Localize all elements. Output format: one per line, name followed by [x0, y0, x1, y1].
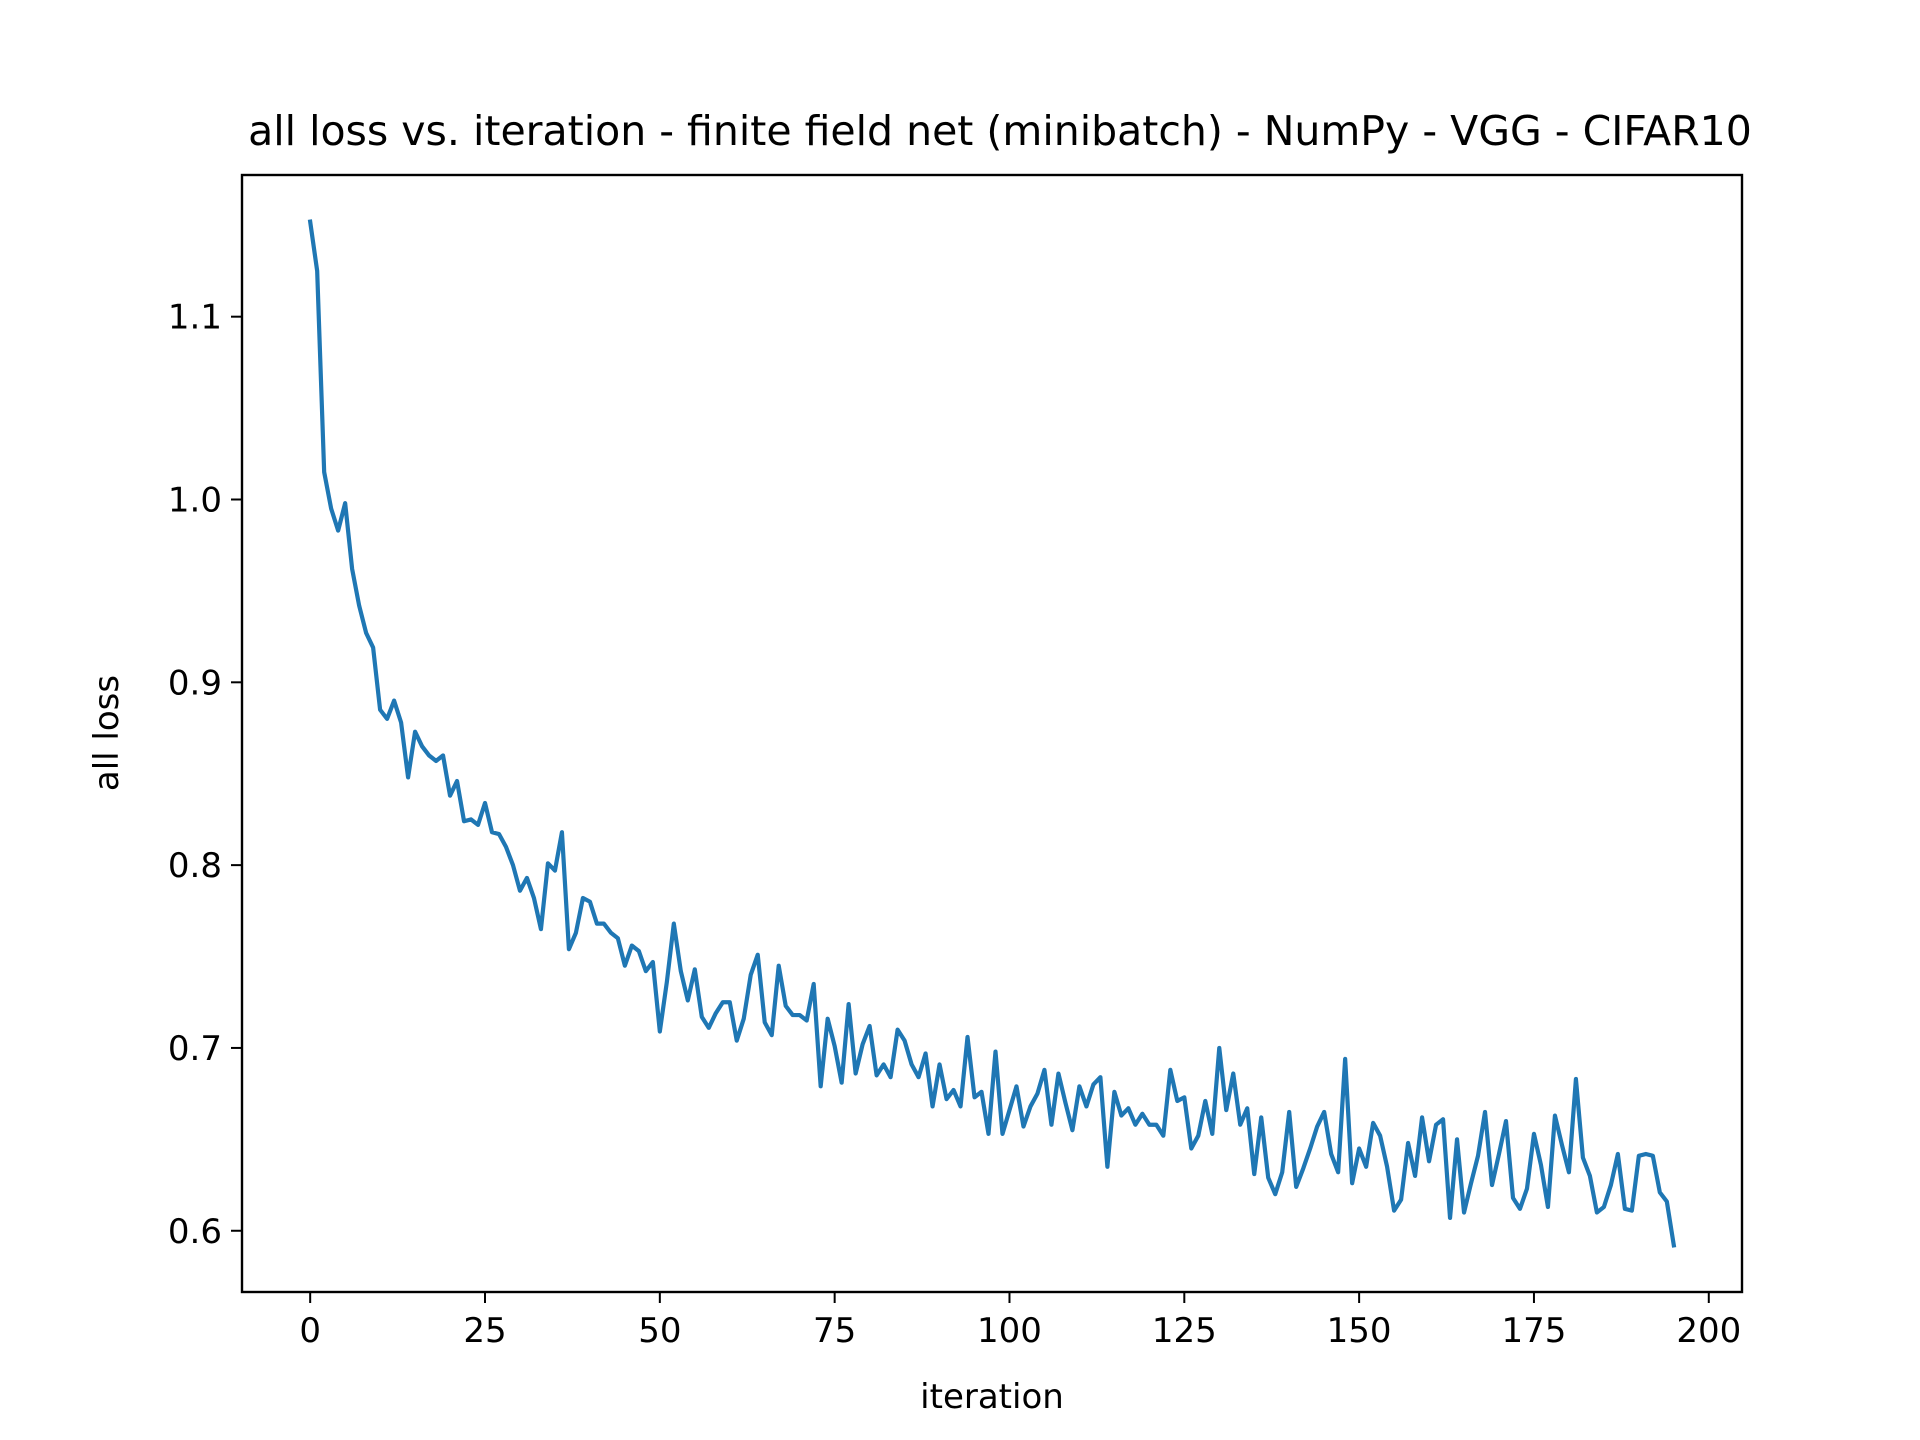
loss-series-line [307, 219, 1677, 1248]
x-tick-label: 75 [813, 1311, 856, 1351]
y-tick-label: 1.0 [168, 480, 222, 520]
x-tick-label: 125 [1152, 1311, 1217, 1351]
y-tick-label: 0.8 [168, 846, 222, 886]
plot-area [240, 173, 1744, 1294]
x-axis-label: iteration [920, 1377, 1064, 1417]
y-axis-ticks: 0.6 0.7 0.8 0.9 1.0 1.1 [168, 298, 242, 1252]
y-tick-label: 0.9 [168, 663, 222, 703]
x-tick-label: 200 [1676, 1311, 1741, 1351]
x-tick-label: 25 [463, 1311, 506, 1351]
y-tick-label: 1.1 [168, 298, 222, 338]
y-tick-label: 0.7 [168, 1029, 222, 1069]
x-tick-label: 100 [977, 1311, 1042, 1351]
x-tick-label: 175 [1502, 1311, 1567, 1351]
x-tick-label: 50 [638, 1311, 681, 1351]
y-axis-label: all loss [87, 675, 127, 791]
x-tick-label: 0 [299, 1311, 321, 1351]
x-tick-label: 150 [1327, 1311, 1392, 1351]
y-tick-label: 0.6 [168, 1212, 222, 1252]
x-axis-ticks: 0 25 50 75 100 125 150 175 200 [299, 1292, 1741, 1351]
chart-title: all loss vs. iteration - finite field ne… [248, 107, 1752, 155]
axes-frame [240, 173, 1744, 1294]
